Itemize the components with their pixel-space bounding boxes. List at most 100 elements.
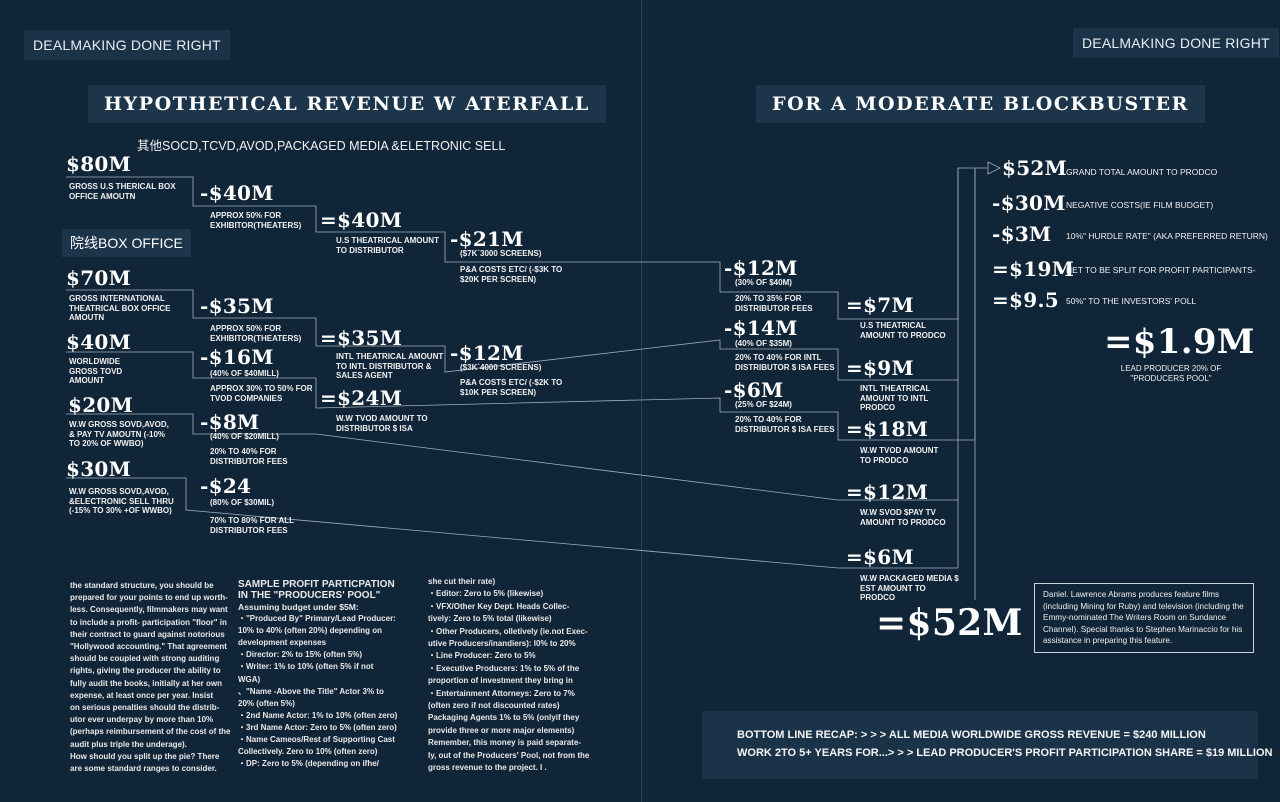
article-column-3: she cut their rate) ・Editor: Zero to 5% … [428,576,618,775]
amount-intl-to-distributor: =$35M [320,326,403,350]
text-line: should be coupled with strong auditing [70,654,220,664]
text-line: audit plus triple the underage). [70,739,187,749]
label-pa-us-screens: ($7K`3000 SCREENS) [460,249,542,258]
label-us-to-distributor: U.S THEATRICAL AMOUNT TO DISTRIBUTOR [336,236,439,255]
amount-pa-intl: -$12M [450,341,524,365]
amount-tvod: $40M [66,330,132,354]
label-packaged-to-prodco: W.W PACKAGED MEDIA $ EST AMOUNT TO PRODC… [860,574,959,602]
text-line: ・2nd Name Actor: 1% to 10% (often zero) [238,710,398,720]
article-column-2: SAMPLE PROFIT PARTICPATION IN THE "PRODU… [238,579,418,770]
summary-amount-negative-costs: -$30M [992,191,1066,215]
text-line: she cut their rate) [428,577,496,586]
amount-intl-box-office: $70M [66,266,132,290]
label-tvod: WORLDWIDE GROSS TOVD AMOUNT [69,357,123,385]
label-pa-us-costs: P&A COSTS ETC/ (-$3K TO $20K PER SCREEN) [460,265,563,284]
label-intl-to-prodco: INTL THEATRICAL AMOUNT TO INTL PRODCO [860,384,931,412]
amount-svod-to-prodco: =$12M [846,480,929,504]
title-banner-left: HYPOTHETICAL REVENUE W ATERFALL [88,85,606,123]
text-line: tively: Zero to 5% total (likewise) [428,614,552,624]
text-line: ・Director: 2% to 15% (often 5%) [238,650,363,660]
text-line: ・Editor: Zero to 5% (likewise) [428,589,544,599]
label-exhibitor-us: APPROX 50% FOR EXHIBITOR(THEATERS) [210,211,302,230]
label-electronic: W.W GROSS SOVD,AVOD, &ELECTRONIC SELL TH… [69,487,174,515]
summary-amount-grand-total: $52M [1002,156,1068,180]
text-line: their contract to guard against notoriou… [70,629,225,639]
label-tvod-fees: (40% OF $40MILL) [210,369,279,378]
text-line: ・DP: Zero to 5% (depending on ifhe/ [238,759,379,769]
amount-dist-fee-us: -$12M [724,256,798,280]
amount-exhibitor-intl: -$35M [200,294,274,318]
text-line: expense, at least once per year. Insist [70,690,214,700]
label-svod-to-prodco: W.W SVOD $PAY TV AMOUNT TO PRODCO [860,508,946,527]
label-exhibitor-intl: APPROX 50% FOR EXHIBITOR(THEATERS) [210,324,302,343]
sidebar-title: SAMPLE PROFIT PARTICPATION [238,579,395,590]
label-svod-distributor-fees: 20% TO 40% FOR DISTRIBUTOR FEES [210,447,288,466]
amount-packaged-to-prodco: =$6M [846,545,914,569]
label-dist-fee-us: 20% TO 35% FOR DISTRIBUTOR FEES [735,294,813,313]
text-line: 10% to 40% (often 20%) depending on [238,626,383,636]
text-line: utive Producers/inandiers): l0% to 20% [428,639,576,649]
text-line: ・Entertainment Attorneys: Zero to 7% [428,688,575,698]
sidebar-title: IN THE "PRODUCERS' POOL" [238,589,381,601]
label-tvod-to-distributor: W.W TVOD AMOUNT TO DISTRIBUTOR $ ISA [336,414,428,433]
text-line: are some standard ranges to consider. [70,764,217,774]
summary-desc-negative-costs: NEGATIVE COSTS(IE FILM BUDGET) [1066,200,1214,210]
amount-us-to-distributor: =$40M [320,208,403,232]
label-svod-fees: (40% OF $20MILL) [210,432,279,441]
text-line: How should you split up the pie? There [70,751,220,761]
summary-amount-investors: =$9.5 [992,288,1059,312]
bottom-line-recap: BOTTOM LINE RECAP: > > > ALL MEDIA WORLD… [702,711,1273,779]
recap-line-share: WORK 2TO 5+ YEARS FOR...> > > LEAD PRODU… [737,747,1273,759]
summary-desc-grand-total: GRAND TOTAL AMOUNT TO PRODCO [1066,167,1218,177]
amount-svod: $20M [68,393,134,417]
text-line: on serious penalties should the distrib- [70,703,220,713]
text-line: WGA) [238,674,261,684]
lead-producer-amount: =$1.9M [1104,322,1255,362]
title-banner-right: FOR A MODERATE BLOCKBUSTER [756,85,1206,123]
section-tag-left: DEALMAKING DONE RIGHT [24,30,230,60]
amount-tvod-to-prodco: =$18M [846,417,929,441]
label-dist-fee-intl-pct: (40% OF $35M) [735,339,792,348]
text-line: ・Executive Producers: 1% to 5% of the [428,663,580,673]
label-dist-fee-tvod-pct: (25% OF $24M) [735,400,792,409]
text-line: (perhaps reimbursement of the cost of th… [70,727,231,737]
text-line: ・Name Cameos/Rest of Supporting Cast [238,735,395,745]
amount-electronic: $30M [66,457,132,481]
text-line: ・Other Producers, olletively (ie.not Exe… [428,626,588,636]
amount-dist-fee-tvod: -$6M [724,378,784,402]
text-line: 20% (often 5%) [238,698,295,708]
page-fold [641,0,642,802]
article-column-1: the standard structure, you should be pr… [70,580,235,775]
amount-electronic-fees: -$24 [200,474,252,498]
text-line: rights, giving the producer the ability … [70,666,221,676]
text-line: proportion of investment they bring in [428,676,573,686]
label-intl-to-distributor: INTL THEATRICAL AMOUNT TO INTL DISTRIBUT… [336,352,444,380]
amount-tvod-to-distributor: =$24M [320,386,403,410]
total-to-prodco: =$52M [876,602,1023,644]
label-dist-fee-tvod: 20% TO 40% FOR DISTRIBUTOR $ ISA FEES [735,415,835,434]
amount-pa-us: -$21M [450,227,524,251]
text-line: Remember, this money is paid separate- [428,738,581,748]
label-tvod-companies: APPROX 30% TO 50% FOR TVOD COMPANIES [210,384,313,403]
label-us-box-office: GROSS U.S THERICAL BOX OFFICE AMOUTN [69,182,176,201]
amount-us-to-prodco: =$7M [846,293,914,317]
label-pa-intl-screens: ($3K`4000 SCREENS) [460,363,542,372]
recap-line-revenue: BOTTOM LINE RECAP: > > > ALL MEDIA WORLD… [737,729,1206,741]
amount-svod-fees: -$8M [200,410,260,434]
section-tag-right: DEALMAKING DONE RIGHT [1073,28,1279,58]
amount-intl-to-prodco: =$9M [846,356,914,380]
label-dist-fee-us-pct: (30% OF $40M) [735,278,792,287]
amount-exhibitor-us: -$40M [200,181,274,205]
text-line: ・Line Producer: Zero to 5% [428,651,536,661]
box-office-label: 院线BOX OFFICE [62,229,191,257]
text-line: utor ever underpay by more than 10% [70,715,214,725]
summary-desc-hurdle: 10%" HURDLE RATE" (AKA PREFERRED RETURN) [1066,231,1268,241]
summary-desc-investors: 50%" TO THE INVESTORS' POLL [1066,296,1197,306]
text-line: Packaging Agents 1% to 5% (onlyif they [428,713,580,723]
text-line: the standard structure, you should be [70,581,214,590]
media-subheading: 其他SOCD,TCVD,AVOD,PACKAGED MEDIA &ELETRON… [137,139,506,153]
label-us-to-prodco: U.S THEATRICAL AMOUNT TO PRODCO [860,321,946,340]
text-line: ・3rd Name Actor: Zero to 5% (often zero) [238,722,397,732]
summary-amount-net-split: =$19M [992,257,1075,281]
text-line: less. Consequently, filmmakers may want [70,605,228,615]
